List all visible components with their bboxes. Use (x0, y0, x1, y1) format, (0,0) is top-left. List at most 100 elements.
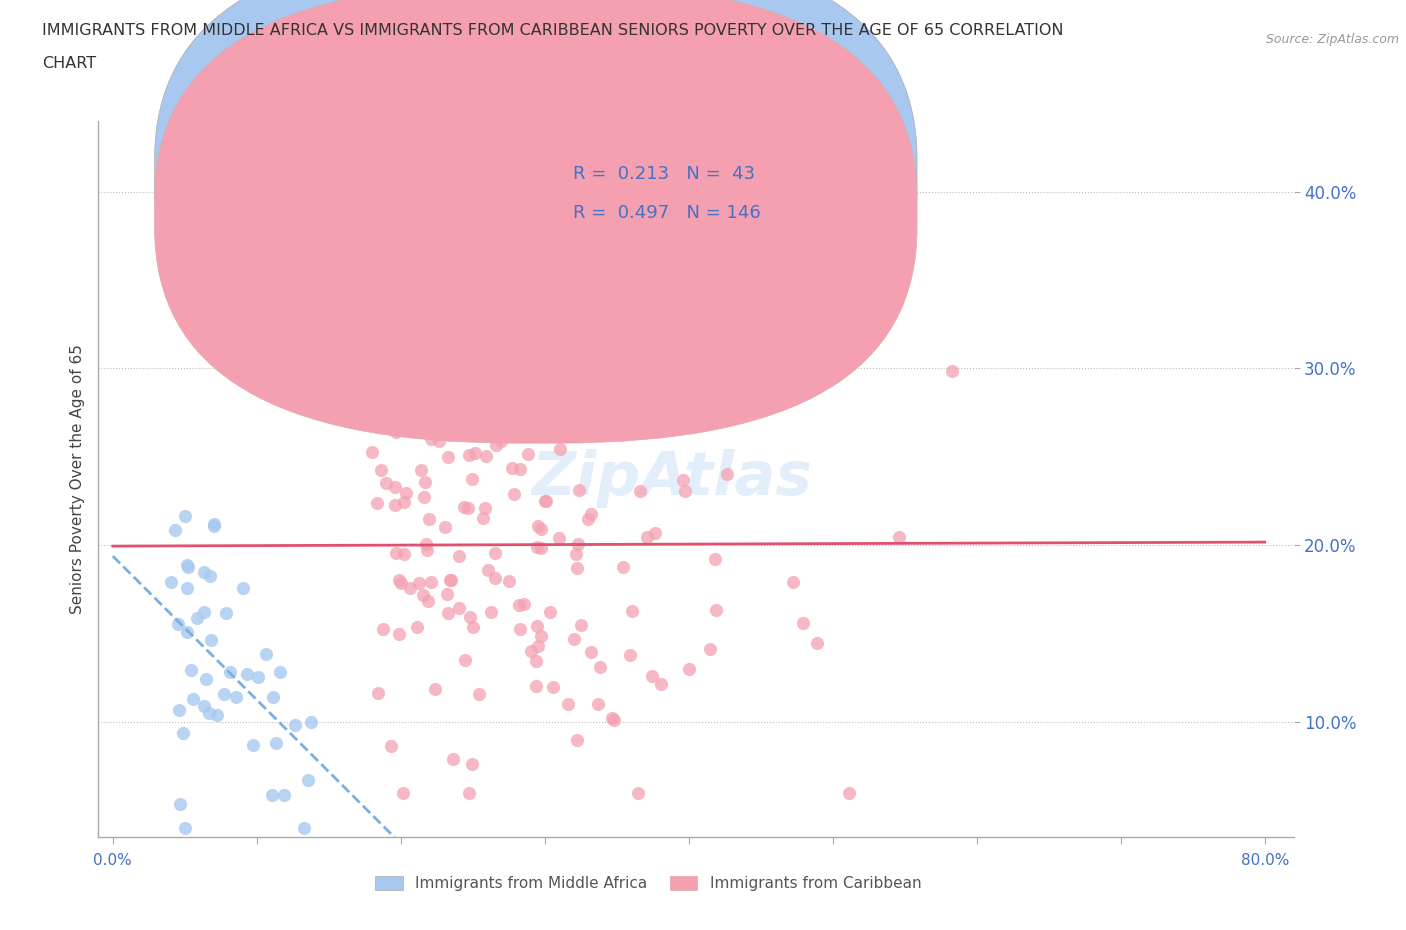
Point (388, 573, 411, 588)
Point (612, 560, 634, 575)
Point (562, 347, 585, 362)
Point (441, 752, 464, 767)
Point (361, 445, 384, 459)
Point (626, 785, 648, 800)
Point (205, 708, 228, 723)
Point (453, 499, 475, 514)
Point (498, 574, 520, 589)
Point (472, 341, 495, 356)
Point (503, 486, 526, 501)
Point (385, 546, 408, 561)
Point (458, 785, 481, 800)
Point (527, 639, 550, 654)
Point (513, 596, 536, 611)
Point (392, 785, 415, 800)
Point (644, 525, 666, 540)
Text: 0.0%: 0.0% (93, 853, 132, 868)
Point (526, 618, 548, 633)
Point (198, 568, 221, 583)
Point (176, 625, 198, 640)
Point (595, 300, 617, 315)
Point (439, 572, 461, 587)
Point (530, 540, 553, 555)
Point (509, 461, 531, 476)
Point (472, 511, 495, 525)
Point (620, 604, 643, 618)
Point (673, 484, 696, 498)
Text: Source: ZipAtlas.com: Source: ZipAtlas.com (1265, 33, 1399, 46)
Point (160, 575, 183, 590)
Point (301, 714, 323, 729)
Point (838, 785, 860, 800)
Point (484, 570, 506, 585)
Point (413, 490, 436, 505)
Point (661, 354, 683, 369)
Point (176, 557, 198, 572)
Point (370, 463, 392, 478)
Point (600, 711, 623, 725)
Point (538, 604, 561, 619)
Point (782, 574, 804, 589)
Point (776, 313, 799, 328)
Point (418, 406, 440, 421)
Point (198, 706, 221, 721)
Text: R =  0.497   N = 146: R = 0.497 N = 146 (572, 205, 761, 222)
Point (418, 593, 440, 608)
Point (478, 343, 501, 358)
Point (526, 678, 548, 693)
Point (541, 680, 564, 695)
Point (423, 682, 446, 697)
Point (415, 542, 437, 557)
Point (716, 467, 738, 482)
Point (177, 559, 200, 574)
Point (489, 434, 512, 449)
Point (484, 545, 506, 560)
Point (550, 418, 572, 433)
Point (657, 415, 679, 430)
Point (716, 223, 738, 238)
Point (579, 644, 602, 659)
Point (232, 581, 254, 596)
Point (429, 434, 451, 449)
Point (200, 633, 222, 648)
Point (392, 494, 415, 509)
Text: R =  0.213   N =  43: R = 0.213 N = 43 (572, 165, 755, 183)
Point (411, 462, 433, 477)
Point (273, 788, 295, 803)
Text: ZipAtlas: ZipAtlas (531, 449, 813, 509)
Point (423, 420, 446, 435)
Point (941, 364, 963, 379)
Point (384, 498, 406, 512)
Point (433, 520, 456, 535)
Point (436, 587, 458, 602)
Point (672, 473, 695, 488)
FancyBboxPatch shape (155, 0, 917, 404)
Text: 80.0%: 80.0% (1240, 853, 1289, 868)
Point (269, 665, 291, 680)
Point (366, 495, 388, 510)
Point (242, 737, 264, 752)
FancyBboxPatch shape (499, 146, 845, 239)
Point (565, 733, 588, 748)
Point (418, 512, 440, 526)
Point (509, 621, 531, 636)
Point (449, 549, 471, 564)
Point (173, 508, 195, 523)
Point (589, 659, 612, 674)
Point (395, 485, 418, 500)
Point (412, 587, 434, 602)
Point (398, 580, 420, 595)
Point (398, 419, 420, 434)
Point (225, 689, 247, 704)
Point (262, 689, 284, 704)
Point (567, 537, 589, 551)
Point (579, 507, 602, 522)
Point (254, 646, 277, 661)
Point (454, 653, 477, 668)
Point (408, 576, 430, 591)
Point (792, 616, 814, 631)
Point (568, 483, 591, 498)
Point (586, 697, 609, 711)
Point (547, 530, 569, 545)
Point (202, 519, 225, 534)
